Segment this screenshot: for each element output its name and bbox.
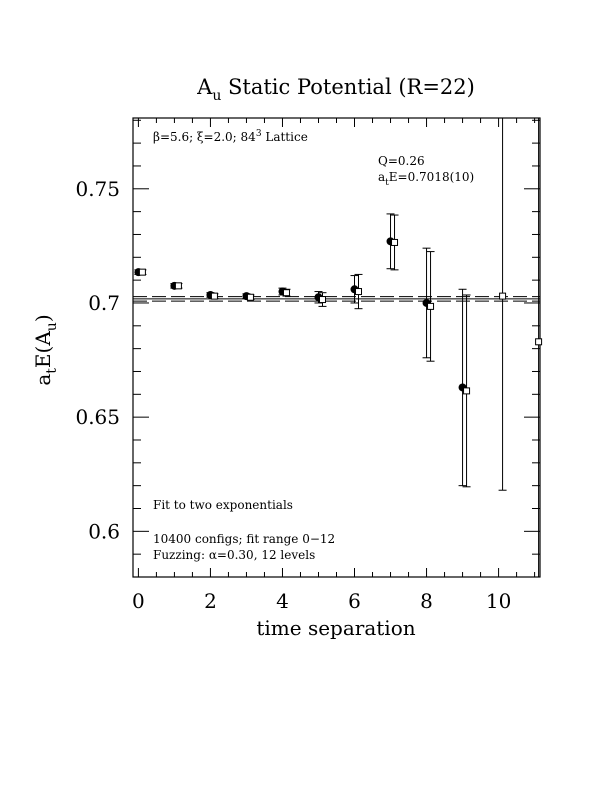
lattice-annotation: β=5.6; ξ=2.0; 843 Lattice: [153, 129, 308, 144]
title-subscript: u: [212, 88, 221, 104]
title-rest: Static Potential (R=22): [221, 75, 475, 99]
fit-band: [133, 296, 540, 302]
title-main: A: [196, 75, 213, 99]
x-tick-label: 0: [132, 589, 145, 613]
fuzzing-annotation: Fuzzing: α=0.30, 12 levels: [153, 548, 315, 562]
axis-ticks: [133, 118, 540, 578]
chart-title: Au Static Potential (R=22): [196, 75, 475, 104]
energy-rest: E=0.7018(10): [389, 170, 474, 184]
data-point-square: [138, 268, 146, 276]
data-point-square: [391, 238, 399, 246]
data-point-square: [318, 296, 326, 304]
lattice-superscript: 3: [256, 129, 262, 139]
fuzz-alpha: α: [209, 548, 217, 562]
data-point-square: [246, 293, 254, 301]
x-tick-label: 4: [276, 589, 289, 613]
data-point-square: [355, 288, 363, 296]
y-axis-title: atE(Au): [31, 314, 60, 385]
x-tick-label: 8: [420, 589, 433, 613]
y-tick-label: 0.7: [88, 291, 120, 315]
y-axis-title-end: ): [31, 314, 55, 322]
energy-subscript-t: t: [385, 178, 389, 188]
y-tick-labels: 0.6 0.65 0.7 0.75: [75, 177, 120, 544]
data-point-square: [174, 282, 182, 290]
data-point-square: [463, 387, 471, 395]
x-axis-title: time separation: [256, 616, 415, 640]
y-axis-title-subscript-t: t: [44, 368, 60, 374]
y-tick-label: 0.6: [88, 519, 120, 543]
y-axis-title-a: a: [31, 374, 55, 386]
configs-annotation: 10400 configs; fit range 0−12: [153, 532, 335, 546]
x-tick-label: 10: [486, 589, 511, 613]
data-point-square: [499, 292, 507, 300]
data-point-square: [210, 292, 218, 300]
y-tick-label: 0.65: [75, 405, 120, 429]
data-point-square: [427, 302, 435, 310]
y-axis-title-mid: E(A: [31, 331, 55, 368]
data-markers: [134, 237, 543, 395]
fuzz-prefix: Fuzzing:: [153, 548, 209, 562]
fuzz-rest: =0.30, 12 levels: [217, 548, 315, 562]
y-axis-title-subscript-u: u: [44, 322, 60, 331]
data-point-square: [282, 289, 290, 297]
x-tick-labels: 0 2 4 6 8 10: [132, 589, 511, 613]
y-tick-label: 0.75: [75, 177, 120, 201]
lattice-prefix: β=5.6; ξ=2.0; 84: [153, 130, 256, 144]
x-tick-label: 2: [204, 589, 217, 613]
energy-annotation: atE=0.7018(10): [378, 170, 474, 188]
lattice-suffix: Lattice: [262, 130, 308, 144]
x-tick-label: 6: [348, 589, 361, 613]
energy-a: a: [378, 170, 385, 184]
data-point-square: [535, 338, 543, 346]
fit-annotation: Fit to two exponentials: [153, 498, 293, 512]
q-annotation: Q=0.26: [378, 154, 425, 168]
